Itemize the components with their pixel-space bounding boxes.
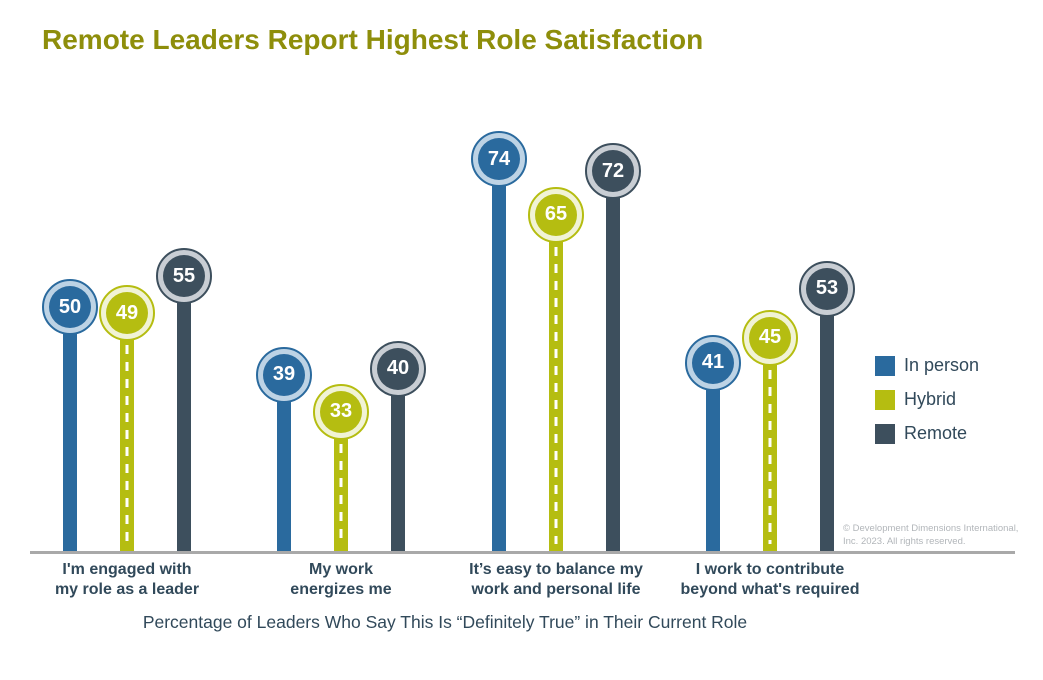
stem-center-dash (125, 345, 129, 544)
value-label: 65 (544, 203, 568, 226)
lollipop-head-inner: 39 (263, 353, 305, 396)
value-label: 74 (487, 147, 511, 170)
legend-label: In person (904, 355, 980, 375)
category-label-line: I work to contribute (695, 561, 845, 578)
chart-caption: Percentage of Leaders Who Say This Is “D… (142, 612, 748, 632)
value-label: 49 (115, 301, 139, 324)
lollipop-stem (277, 374, 291, 551)
lollipop-stem (549, 214, 563, 551)
value-label: 53 (815, 277, 839, 300)
lollipop-head: 72 (585, 143, 641, 200)
legend: In person Hybrid Remote (875, 355, 979, 457)
legend-label: Remote (904, 423, 968, 443)
lollipop-head: 40 (370, 340, 426, 397)
lollipop-head: 33 (313, 383, 369, 440)
stem-center-dash (339, 443, 343, 544)
lollipop-head-inner: 40 (377, 347, 419, 390)
category-label-line: My work (308, 561, 373, 578)
value-label: 41 (701, 351, 725, 374)
copyright-line-1: © Development Dimensions International, (843, 523, 1019, 534)
lollipop-stem (120, 313, 134, 551)
value-label: 72 (601, 159, 625, 182)
lollipop-head-inner: 45 (749, 316, 791, 359)
legend-item: In person (875, 355, 979, 376)
legend-item: Hybrid (875, 389, 979, 410)
value-label: 39 (272, 363, 296, 386)
category-label-line: It’s easy to balance my (469, 561, 643, 578)
category-label-line: I'm engaged with (62, 561, 192, 578)
lollipop-head-inner: 65 (535, 193, 577, 236)
lollipop-head: 41 (685, 334, 741, 391)
chart-title: Remote Leaders Report Highest Role Satis… (42, 24, 704, 55)
copyright-notice: © Development Dimensions International, … (843, 522, 1033, 548)
category-label: I'm engaged with my role as a leader (7, 560, 247, 600)
lollipop-stem (606, 171, 620, 551)
value-label: 40 (386, 357, 410, 380)
category-label: I work to contribute beyond what's requir… (650, 560, 890, 600)
lollipop-stem (63, 307, 77, 551)
lollipop-head: 45 (742, 309, 798, 366)
lollipop-head: 74 (471, 131, 527, 188)
lollipop-head-inner: 50 (49, 286, 91, 329)
lollipop-head: 53 (799, 260, 855, 317)
lollipop-head-inner: 72 (592, 150, 634, 193)
lollipop-stem (706, 362, 720, 551)
category-label-line: energizes me (290, 581, 392, 598)
lollipop-head-inner: 74 (478, 138, 520, 181)
lollipop-head-inner: 49 (106, 292, 148, 335)
stem-center-dash (554, 246, 558, 544)
category-label: It’s easy to balance my work and personal… (436, 560, 676, 600)
x-axis-baseline (30, 551, 1015, 554)
copyright-line-2: Inc. 2023. All rights reserved. (843, 536, 966, 547)
lollipop-stem (820, 288, 834, 551)
lollipop-head-inner: 41 (692, 341, 734, 384)
legend-item: Remote (875, 423, 979, 444)
lollipop-stem (391, 368, 405, 551)
category-label: My work energizes me (221, 560, 461, 600)
category-label-line: work and personal life (471, 581, 641, 598)
legend-swatch (875, 389, 895, 410)
lollipop-stem (177, 276, 191, 551)
lollipop-stem (334, 411, 348, 551)
lollipop-head: 65 (528, 186, 584, 243)
category-label-line: beyond what's required (680, 581, 860, 598)
lollipop-head-inner: 55 (163, 255, 205, 298)
lollipop-head-inner: 33 (320, 390, 362, 433)
value-label: 50 (58, 295, 82, 318)
legend-label: Hybrid (904, 389, 957, 409)
value-label: 33 (329, 400, 353, 423)
lollipop-stem (492, 159, 506, 551)
category-label-line: my role as a leader (54, 581, 200, 598)
lollipop-head-inner: 53 (806, 267, 848, 310)
value-label: 45 (758, 326, 782, 349)
lollipop-head: 50 (42, 279, 98, 336)
lollipop-head: 49 (99, 285, 155, 342)
lollipop-head: 39 (256, 346, 312, 403)
legend-swatch (875, 423, 895, 444)
legend-swatch (875, 355, 895, 376)
lollipop-head: 55 (156, 248, 212, 305)
value-label: 55 (172, 264, 196, 287)
lollipop-stem (763, 337, 777, 551)
stem-center-dash (768, 369, 772, 544)
